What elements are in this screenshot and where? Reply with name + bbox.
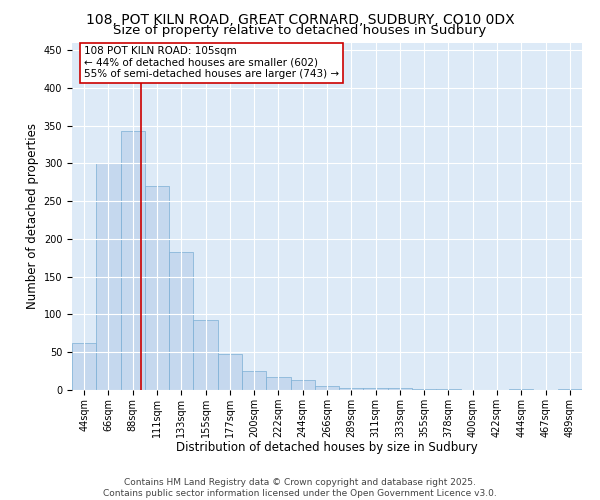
Bar [218, 354, 242, 390]
Bar [96, 164, 121, 390]
Y-axis label: Number of detached properties: Number of detached properties [26, 123, 40, 309]
Text: 108 POT KILN ROAD: 105sqm
← 44% of detached houses are smaller (602)
55% of semi: 108 POT KILN ROAD: 105sqm ← 44% of detac… [84, 46, 339, 80]
Bar [364, 388, 388, 390]
Bar [145, 186, 169, 390]
Bar [412, 389, 436, 390]
Text: Size of property relative to detached houses in Sudbury: Size of property relative to detached ho… [113, 24, 487, 37]
Bar [436, 389, 461, 390]
X-axis label: Distribution of detached houses by size in Sudbury: Distribution of detached houses by size … [176, 442, 478, 454]
Bar [339, 388, 364, 390]
Bar [290, 380, 315, 390]
Bar [315, 386, 339, 390]
Bar [169, 252, 193, 390]
Bar [72, 343, 96, 390]
Bar [193, 320, 218, 390]
Bar [388, 388, 412, 390]
Text: 108, POT KILN ROAD, GREAT CORNARD, SUDBURY, CO10 0DX: 108, POT KILN ROAD, GREAT CORNARD, SUDBU… [86, 12, 514, 26]
Text: Contains HM Land Registry data © Crown copyright and database right 2025.
Contai: Contains HM Land Registry data © Crown c… [103, 478, 497, 498]
Bar [266, 377, 290, 390]
Bar [509, 389, 533, 390]
Bar [121, 131, 145, 390]
Bar [242, 371, 266, 390]
Bar [558, 389, 582, 390]
